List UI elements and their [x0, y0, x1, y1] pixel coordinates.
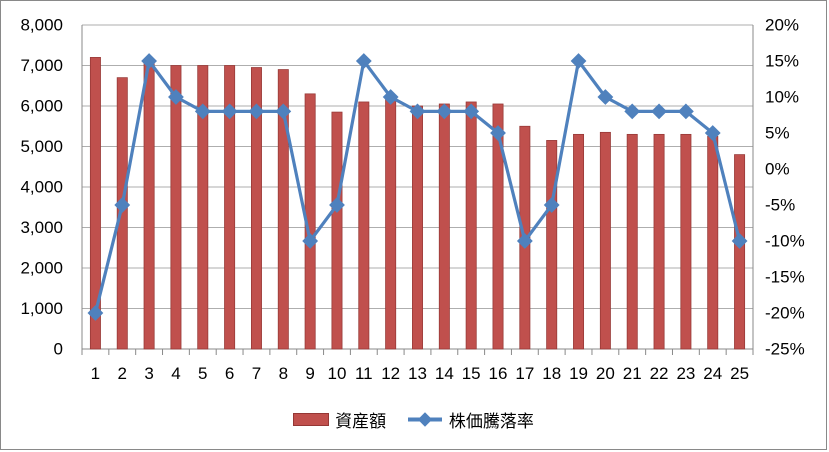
- svg-text:24: 24: [703, 364, 722, 383]
- svg-text:14: 14: [435, 364, 454, 383]
- svg-text:4,000: 4,000: [20, 178, 63, 197]
- svg-text:16: 16: [489, 364, 508, 383]
- svg-text:-5%: -5%: [765, 196, 795, 215]
- svg-text:15: 15: [462, 364, 481, 383]
- svg-text:22: 22: [650, 364, 669, 383]
- svg-text:-20%: -20%: [765, 304, 805, 323]
- svg-text:3,000: 3,000: [20, 218, 63, 237]
- svg-text:12: 12: [381, 364, 400, 383]
- svg-text:5,000: 5,000: [20, 137, 63, 156]
- svg-text:7,000: 7,000: [20, 56, 63, 75]
- svg-text:-25%: -25%: [765, 340, 805, 359]
- svg-text:4: 4: [171, 364, 180, 383]
- svg-text:20%: 20%: [765, 16, 799, 35]
- svg-text:7: 7: [252, 364, 261, 383]
- svg-text:19: 19: [569, 364, 588, 383]
- svg-text:20: 20: [596, 364, 615, 383]
- svg-text:2: 2: [118, 364, 127, 383]
- svg-text:13: 13: [408, 364, 427, 383]
- svg-text:9: 9: [305, 364, 314, 383]
- svg-text:6: 6: [225, 364, 234, 383]
- svg-text:21: 21: [623, 364, 642, 383]
- svg-text:-10%: -10%: [765, 232, 805, 251]
- svg-text:17: 17: [515, 364, 534, 383]
- svg-text:3: 3: [144, 364, 153, 383]
- svg-text:1,000: 1,000: [20, 299, 63, 318]
- svg-text:15%: 15%: [765, 52, 799, 71]
- svg-text:18: 18: [542, 364, 561, 383]
- svg-text:8: 8: [279, 364, 288, 383]
- svg-text:10: 10: [328, 364, 347, 383]
- svg-text:25: 25: [730, 364, 749, 383]
- svg-text:0%: 0%: [765, 160, 790, 179]
- svg-text:5%: 5%: [765, 124, 790, 143]
- svg-text:-15%: -15%: [765, 268, 805, 287]
- svg-text:2,000: 2,000: [20, 259, 63, 278]
- svg-text:1: 1: [91, 364, 100, 383]
- svg-text:11: 11: [355, 364, 373, 383]
- svg-text:6,000: 6,000: [20, 97, 63, 116]
- svg-text:10%: 10%: [765, 88, 799, 107]
- svg-text:8,000: 8,000: [20, 16, 63, 35]
- svg-text:5: 5: [198, 364, 207, 383]
- svg-text:0: 0: [54, 340, 63, 359]
- svg-text:23: 23: [676, 364, 695, 383]
